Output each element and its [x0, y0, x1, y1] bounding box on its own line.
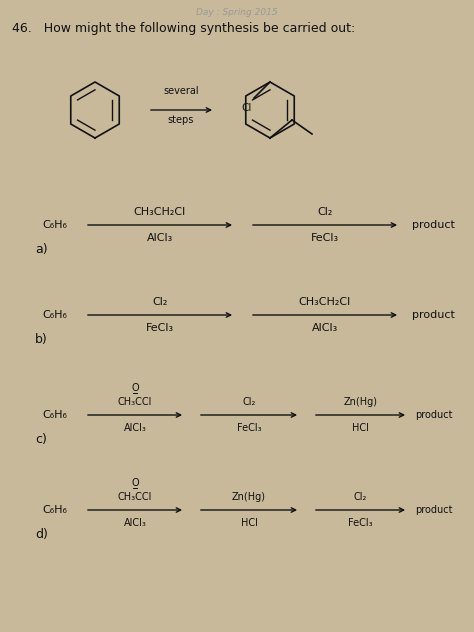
Text: FeCl₃: FeCl₃	[237, 423, 261, 433]
Text: Cl₂: Cl₂	[152, 297, 168, 307]
Text: several: several	[163, 86, 199, 96]
Text: b): b)	[35, 333, 48, 346]
Text: CH₃CH₂Cl: CH₃CH₂Cl	[299, 297, 351, 307]
Text: product: product	[415, 410, 453, 420]
Text: FeCl₃: FeCl₃	[146, 323, 174, 333]
Text: Cl₂: Cl₂	[242, 397, 255, 407]
Text: product: product	[415, 505, 453, 515]
Text: product: product	[412, 220, 455, 230]
Text: d): d)	[35, 528, 48, 541]
Text: FeCl₃: FeCl₃	[348, 518, 373, 528]
Text: O: O	[131, 478, 139, 488]
Text: O: O	[131, 383, 139, 393]
Text: CH₃CCl: CH₃CCl	[118, 492, 152, 502]
Text: C₆H₆: C₆H₆	[43, 410, 67, 420]
Text: a): a)	[35, 243, 47, 256]
Text: c): c)	[35, 433, 47, 446]
Text: AlCl₃: AlCl₃	[124, 423, 146, 433]
Text: FeCl₃: FeCl₃	[311, 233, 339, 243]
Text: HCl: HCl	[241, 518, 257, 528]
Text: HCl: HCl	[352, 423, 369, 433]
Text: Cl₂: Cl₂	[354, 492, 367, 502]
Text: AlCl₃: AlCl₃	[124, 518, 146, 528]
Text: AlCl₃: AlCl₃	[147, 233, 173, 243]
Text: AlCl₃: AlCl₃	[312, 323, 338, 333]
Text: Zn(Hg): Zn(Hg)	[232, 492, 266, 502]
Text: Zn(Hg): Zn(Hg)	[344, 397, 377, 407]
Text: Cl: Cl	[242, 103, 252, 113]
Text: 46.   How might the following synthesis be carried out:: 46. How might the following synthesis be…	[12, 22, 355, 35]
Text: C₆H₆: C₆H₆	[43, 505, 67, 515]
Text: Day : Spring 2015: Day : Spring 2015	[196, 8, 278, 17]
Text: CH₃CCl: CH₃CCl	[118, 397, 152, 407]
Text: CH₃CH₂Cl: CH₃CH₂Cl	[134, 207, 186, 217]
Text: product: product	[412, 310, 455, 320]
Text: C₆H₆: C₆H₆	[43, 310, 67, 320]
Text: Cl₂: Cl₂	[317, 207, 333, 217]
Text: C₆H₆: C₆H₆	[43, 220, 67, 230]
Text: steps: steps	[168, 115, 194, 125]
